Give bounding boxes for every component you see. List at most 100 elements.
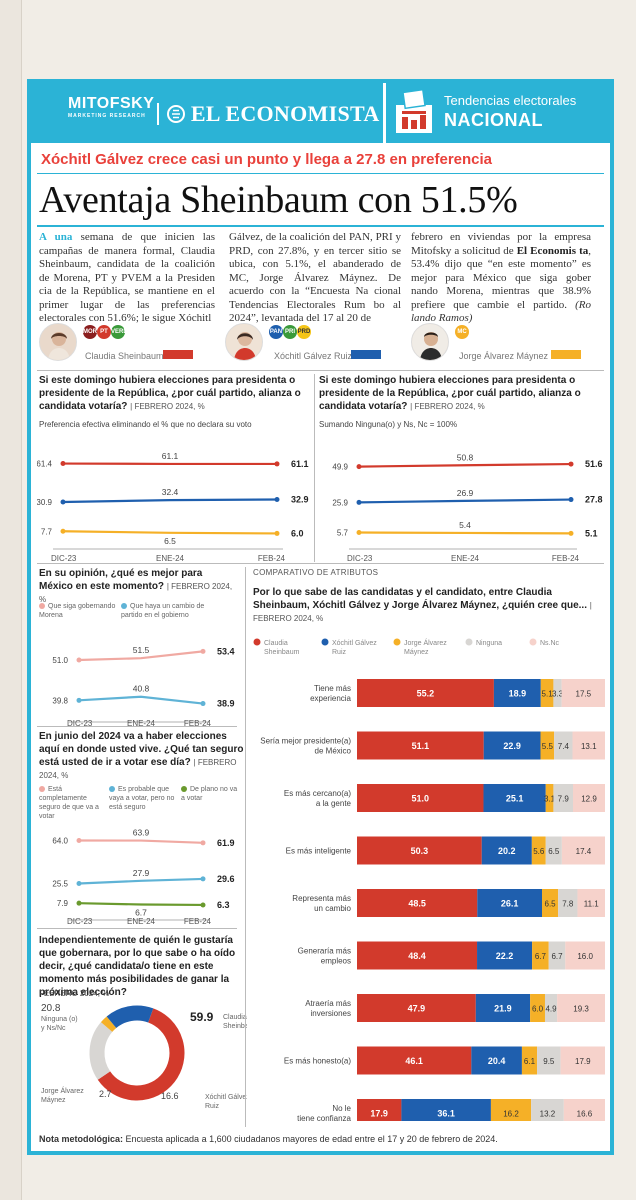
- bar-value-label: 19.3: [573, 1005, 589, 1014]
- bar-value-label: 7.8: [562, 900, 574, 909]
- category-label: No le: [332, 1104, 351, 1113]
- donut-slice: [106, 1005, 154, 1029]
- data-point: [76, 900, 82, 906]
- data-label: 32.9: [291, 494, 309, 504]
- data-label: 5.1: [585, 528, 598, 538]
- q4-legend-b: Es probable que vaya a votar, pero no es…: [109, 786, 175, 811]
- data-point: [200, 876, 206, 882]
- legend-swatch-jorge: [551, 350, 581, 359]
- bar-segment: [477, 941, 533, 970]
- category-label: experiencia: [310, 694, 351, 703]
- kicker-rule: [37, 173, 604, 174]
- donut-label-xochitl: Xóchitl Gálvez: [205, 1094, 247, 1101]
- column-divider: [245, 567, 246, 1127]
- bar-segment: [531, 836, 546, 865]
- bar-segment: [483, 731, 541, 760]
- bar-segment: [545, 784, 554, 812]
- x-tick-label: DIC-23: [67, 719, 93, 728]
- data-point: [356, 530, 362, 536]
- data-point: [200, 701, 206, 707]
- series-line: [62, 498, 278, 504]
- x-tick-label: ENE-24: [127, 917, 156, 926]
- bar-value-label: 6.0: [532, 1005, 544, 1014]
- category-label: inversiones: [311, 1009, 351, 1018]
- data-label: 5.7: [337, 529, 349, 538]
- mc-logo: MC: [455, 325, 469, 339]
- q5-title: Independientemente de quién le gustaría …: [39, 935, 236, 998]
- candidate-name-claudia: Claudia Sheinbaum: [85, 351, 164, 361]
- data-label: 61.9: [217, 838, 235, 848]
- bar-value-label: 13.2: [540, 1110, 556, 1119]
- bar-value-label: 48.5: [408, 899, 426, 909]
- mitofsky-logo: MITOFSKY MARKETING RESEARCH: [68, 95, 155, 119]
- series-line: [358, 531, 572, 535]
- bar-segment: [471, 1046, 522, 1075]
- section-rule: [37, 928, 237, 929]
- x-tick-label: DIC-23: [347, 554, 373, 563]
- avatar-claudia: [39, 323, 77, 361]
- bar-value-label: 18.9: [509, 689, 527, 699]
- bar-segment: [545, 836, 562, 865]
- data-label: 51.0: [52, 656, 68, 665]
- bar-value-label: 17.9: [370, 1109, 388, 1119]
- q1-note: Preferencia efectiva eliminando el % que…: [39, 420, 252, 429]
- category-label: a la gente: [316, 799, 352, 808]
- bar-value-label: 11.1: [584, 900, 600, 909]
- bar-segment: [357, 1046, 472, 1075]
- q2-note: Sumando Ninguna(o) y Ns, Nc = 100%: [319, 420, 458, 429]
- bar-value-label: 6.5: [548, 847, 560, 856]
- data-label: 49.9: [332, 463, 348, 472]
- data-label: 6.0: [291, 528, 304, 538]
- bar-value-label: 3.1: [544, 795, 556, 804]
- x-tick-label: ENE-24: [156, 554, 185, 563]
- series-line: [358, 462, 572, 468]
- data-point: [60, 461, 66, 467]
- donut-slice: [97, 1008, 185, 1101]
- bar-segment: [531, 1099, 564, 1121]
- headline: Aventaja Sheinbaum con 51.5%: [39, 179, 518, 221]
- bar-value-label: 20.2: [498, 846, 516, 856]
- header-divider: [157, 103, 159, 125]
- x-tick-label: FEB-24: [184, 719, 212, 728]
- infographic-card: MITOFSKY MARKETING RESEARCH EL ECONOMIST…: [27, 79, 614, 1155]
- data-point: [76, 881, 82, 886]
- data-point: [76, 657, 82, 663]
- bar-segment: [565, 941, 605, 970]
- donut-value-ninguna: 20.8: [41, 1003, 61, 1014]
- legend-label: Xóchitl Gálvez: [332, 640, 377, 647]
- series-line: [78, 650, 204, 662]
- data-label: 61.4: [37, 460, 53, 469]
- avatar-xochitl: [225, 323, 263, 361]
- bar-segment: [540, 679, 554, 707]
- category-label: Atraería más: [305, 999, 351, 1008]
- data-point: [200, 648, 206, 654]
- bar-segment: [401, 1099, 491, 1121]
- data-label: 26.9: [457, 488, 474, 498]
- bar-value-label: 7.4: [558, 742, 570, 751]
- bar-segment: [357, 784, 484, 812]
- data-label: 5.4: [459, 520, 471, 530]
- data-label: 25.9: [332, 498, 348, 507]
- donut-value-claudia: 59.9: [190, 1010, 214, 1024]
- bar-value-label: 51.0: [411, 794, 429, 804]
- legend-label: Ninguna: [476, 640, 502, 647]
- bar-segment: [572, 731, 605, 760]
- bar-segment: [537, 1046, 561, 1075]
- legend-dot: [529, 638, 537, 646]
- bar-value-label: 17.5: [576, 690, 592, 699]
- data-point: [200, 902, 206, 908]
- bar-segment: [481, 836, 532, 865]
- economista-e-icon: [167, 105, 185, 123]
- donut-value-jorge: 2.7: [99, 1089, 112, 1099]
- pt-logo: PT: [97, 325, 111, 339]
- legend-dot: [393, 638, 401, 646]
- category-label: de México: [315, 747, 352, 756]
- category-label: Representa más: [292, 894, 351, 903]
- bar-value-label: 47.9: [408, 1004, 426, 1014]
- bar-value-label: 21.9: [494, 1004, 512, 1014]
- bar-value-label: 51.1: [412, 741, 430, 751]
- bar-segment: [577, 889, 605, 917]
- q6-section-label: COMPARATIVO DE ATRIBUTOS: [253, 568, 379, 577]
- q6-title: Por lo que sabe de las candidatas y el c…: [253, 587, 592, 623]
- q3-line-chart: DIC-23 ENE-24 FEB-24 51.0 51.5 53.4 39.8 40.8 38…: [52, 645, 234, 728]
